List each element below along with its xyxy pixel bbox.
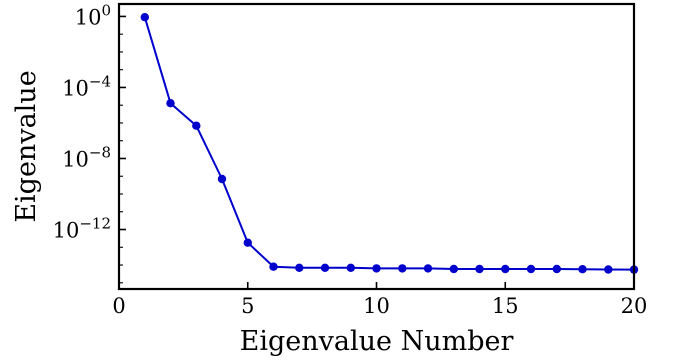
data-point [217,174,227,184]
y-tick-label: 10−12 [53,215,111,243]
x-tick-label: 10 [363,294,390,318]
data-point [423,264,433,273]
data-point [449,264,458,274]
data-point [243,238,252,247]
y-tick-labels: 100 10−4 10−8 10−12 [53,1,111,242]
series-markers [140,13,639,274]
x-tick-label: 15 [492,294,519,318]
data-point [372,264,381,273]
series-line [143,16,635,271]
data-point [140,13,149,22]
data-point [604,265,613,274]
x-tick-label: 20 [621,294,648,318]
data-point [346,263,355,272]
y-tick-label: 10−8 [62,143,111,171]
data-point [295,263,304,272]
y-axis-label: Eigenvalue [11,70,42,222]
data-point [501,264,510,274]
y-tick-label: 100 [75,1,111,29]
data-point [192,121,201,130]
x-tick-labels: 0 5 10 15 20 [112,294,647,318]
data-point [578,265,587,274]
plot-frame [117,2,636,291]
x-axis-label: Eigenvalue Number [240,326,514,357]
y-tick-label: 10−4 [62,72,111,100]
x-tick-label: 5 [241,294,254,318]
data-point [398,264,407,273]
x-tick-label: 0 [112,294,125,318]
data-point [166,99,175,108]
data-point [475,264,484,274]
data-point [552,264,561,274]
data-point [320,263,330,272]
data-point [526,264,536,274]
series-line-group [143,16,635,271]
data-point [269,262,278,271]
